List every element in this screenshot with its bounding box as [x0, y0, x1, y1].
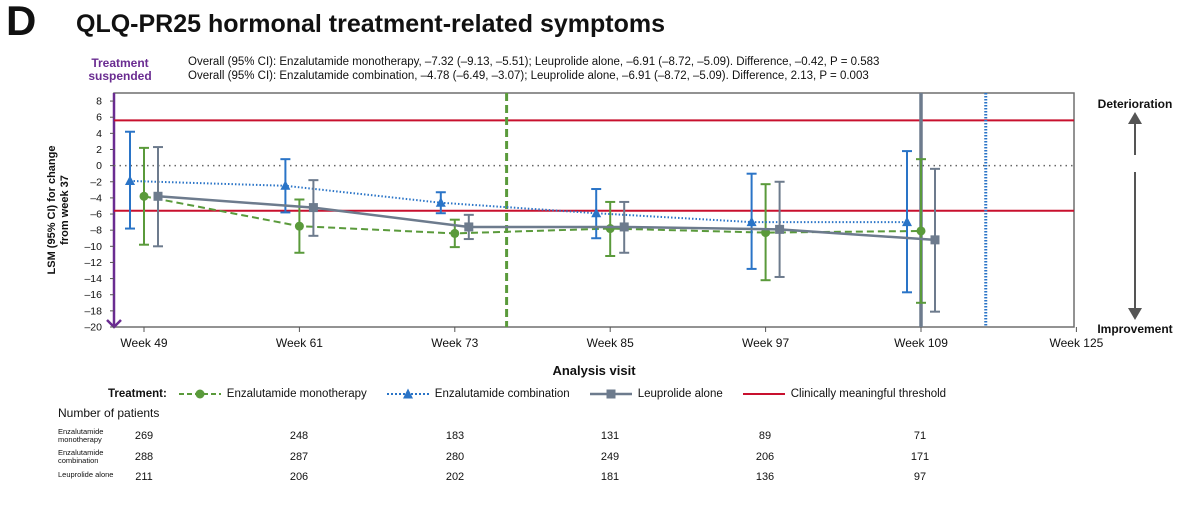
data-point-circle [294, 221, 304, 231]
patients-count: 89 [758, 430, 772, 442]
data-point-triangle [902, 216, 912, 227]
legend-label-leuprolide-alone: Leuprolide alone [637, 388, 723, 400]
y-tick-label: 8 [96, 96, 102, 108]
patients-row-label: Enzalutamide monotherapy [58, 427, 104, 444]
patients-count: 136 [755, 471, 775, 483]
data-point-circle [139, 191, 149, 201]
patients-count: 71 [913, 430, 927, 442]
figure-title: QLQ-PR25 hormonal treatment-related symp… [76, 10, 666, 38]
patients-row-enzalutamide-monotherapy: Enzalutamide monotherapy 269 248 183 131… [0, 426, 1200, 448]
x-tick-label: Week 85 [587, 336, 634, 350]
y-tick-label: 4 [96, 128, 102, 140]
x-axis-title: Analysis visit [552, 363, 636, 378]
legend-item-clinically-meaningful-threshold: Clinically meaningful threshold [742, 388, 947, 400]
overall-summary-combination: Overall (95% CI): Enzalutamide combinati… [188, 70, 869, 82]
y-tick-label: –14 [84, 273, 102, 285]
patients-count: 211 [135, 471, 153, 483]
patients-count: 131 [600, 430, 620, 442]
data-point-square [464, 222, 474, 232]
patients-row-label: Leuprolide alone [58, 470, 114, 479]
legend-item-enzalutamide-monotherapy: Enzalutamide monotherapy [178, 388, 367, 400]
improvement-label: Improvement [1097, 322, 1172, 336]
patients-count: 183 [445, 430, 465, 442]
legend-swatch-triangle-icon [386, 388, 429, 400]
patients-count: 97 [913, 471, 927, 483]
improvement-arrow-icon [1128, 308, 1142, 320]
y-tick-label: –18 [84, 305, 102, 317]
deterioration-label: Deterioration [1098, 97, 1173, 111]
patients-count: 249 [600, 451, 620, 463]
x-tick-label: Week 125 [1049, 336, 1103, 350]
patients-count: 202 [445, 471, 465, 483]
x-tick-label: Week 61 [276, 336, 323, 350]
legend-title: Treatment: [108, 388, 167, 400]
x-tick-label: Week 73 [431, 336, 478, 350]
panel-letter: D [6, 0, 37, 44]
y-tick-label: –16 [84, 289, 102, 301]
data-point-circle [450, 228, 460, 238]
y-axis-title-line-1: LSM (95% CI) for change [46, 146, 58, 275]
patients-count: 288 [134, 451, 154, 463]
patients-row-label: Enzalutamide combination [58, 448, 104, 465]
series-line [157, 195, 936, 242]
data-point-circle [916, 226, 926, 236]
patients-count: 280 [445, 451, 465, 463]
data-point-triangle [125, 175, 135, 185]
patients-count: 206 [289, 471, 309, 483]
series-line [129, 179, 907, 224]
data-point-square [775, 224, 785, 234]
data-point-triangle [746, 216, 757, 227]
patients-count: 269 [134, 430, 154, 442]
x-tick-label: Week 49 [120, 336, 167, 350]
data-point-square [619, 222, 629, 232]
legend-swatch-square-icon [589, 388, 632, 400]
data-point-square [930, 235, 940, 245]
y-axis-title-line-2: from week 37 [59, 175, 71, 245]
data-point-square [308, 203, 318, 213]
y-tick-label: –4 [90, 192, 102, 204]
y-tick-label: 6 [96, 112, 102, 124]
legend-item-enzalutamide-combination: Enzalutamide combination [386, 388, 570, 400]
legend-label-enzalutamide-monotherapy: Enzalutamide monotherapy [226, 388, 367, 400]
y-tick-label: –20 [84, 322, 102, 334]
treatment-suspended-label: Treatment suspended [88, 56, 152, 83]
patients-count: 287 [289, 451, 309, 463]
overall-summary-monotherapy: Overall (95% CI): Enzalutamide monothera… [188, 56, 880, 68]
patients-count: 206 [755, 451, 775, 463]
patients-row-enzalutamide-combination: Enzalutamide combination 288 287 280 249… [0, 447, 1200, 469]
legend-swatch-circle-icon [178, 388, 221, 400]
data-point-circle [605, 224, 615, 234]
legend-item-leuprolide-alone: Leuprolide alone [589, 388, 723, 400]
y-tick-label: –6 [90, 209, 102, 221]
y-tick-label: –8 [90, 225, 102, 237]
legend-label-clinically-meaningful-threshold: Clinically meaningful threshold [790, 388, 947, 400]
y-tick-label: –2 [90, 176, 102, 188]
patients-count: 181 [600, 471, 620, 483]
patients-count: 171 [910, 451, 930, 463]
data-point-square [153, 191, 163, 201]
patients-row-leuprolide-alone: Leuprolide alone 211 206 202 181 136 97 [0, 467, 1200, 489]
y-tick-label: 2 [96, 144, 102, 156]
number-of-patients-title: Number of patients [58, 406, 160, 420]
x-tick-label: Week 97 [742, 336, 789, 350]
y-tick-label: –12 [84, 257, 102, 269]
data-point-triangle [280, 180, 291, 190]
patients-count: 248 [289, 430, 309, 442]
legend: Treatment: Enzalutamide monotherapy Enza… [108, 383, 956, 405]
x-tick-label: Week 109 [894, 336, 948, 350]
deterioration-arrow-icon [1128, 112, 1142, 124]
series-line [143, 195, 922, 235]
data-point-triangle [591, 207, 602, 218]
y-tick-label: –10 [84, 241, 102, 253]
legend-swatch-threshold-line-icon [742, 388, 785, 400]
legend-label-enzalutamide-combination: Enzalutamide combination [434, 388, 570, 400]
y-tick-label: 0 [96, 160, 102, 172]
data-point-triangle [435, 197, 446, 207]
